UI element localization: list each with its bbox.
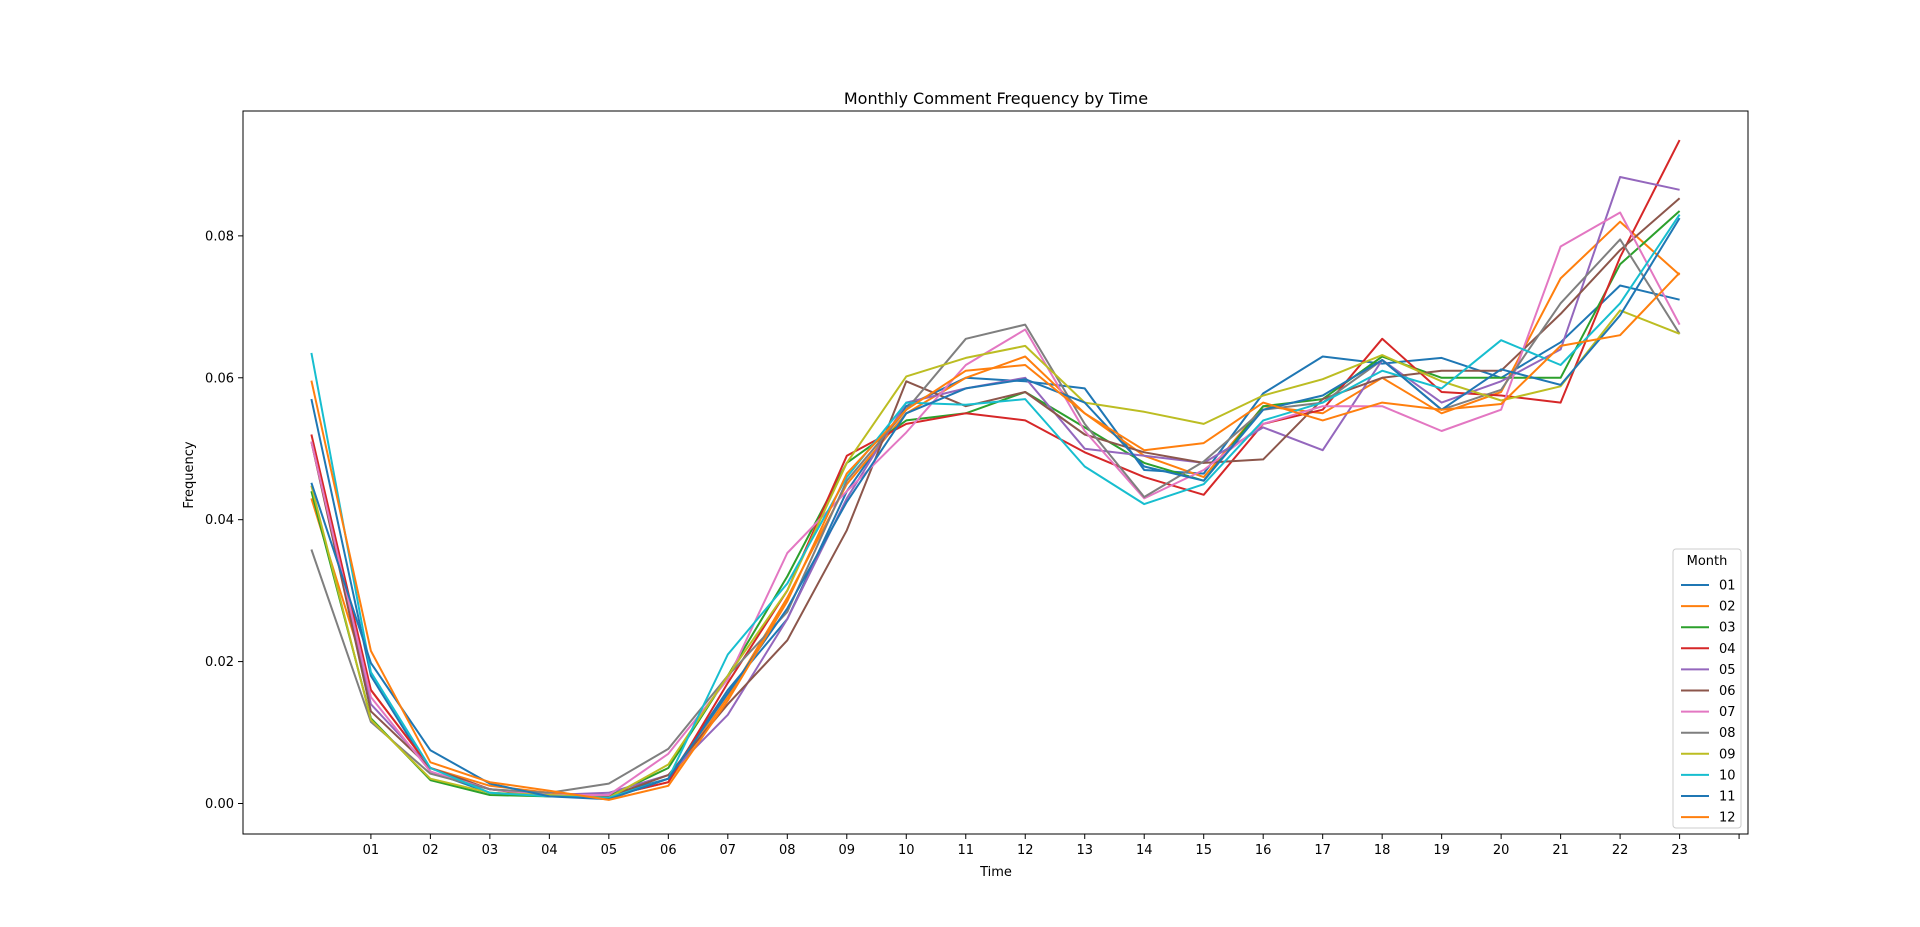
x-tick-label: 04 — [541, 843, 558, 858]
y-axis: 0.00 0.02 0.04 0.06 0.08 — [205, 229, 243, 812]
x-tick-label: 11 — [957, 843, 974, 858]
x-tick-label: 18 — [1374, 843, 1391, 858]
legend-label-07: 07 — [1719, 705, 1736, 720]
x-tick-label: 14 — [1136, 843, 1153, 858]
x-tick-label: 19 — [1433, 843, 1450, 858]
legend-label-09: 09 — [1719, 747, 1736, 762]
x-tick-label: 13 — [1076, 843, 1093, 858]
y-tick-label: 0.02 — [205, 655, 234, 670]
series-line-07 — [310, 211, 1681, 796]
legend-label-05: 05 — [1719, 663, 1736, 678]
legend-label-03: 03 — [1719, 621, 1736, 636]
x-tick-label: 07 — [720, 843, 737, 858]
plot-lines — [310, 139, 1681, 801]
legend-label-10: 10 — [1719, 768, 1736, 783]
series-line-11 — [310, 217, 1681, 801]
legend-label-04: 04 — [1719, 642, 1736, 657]
x-tick-label: 21 — [1552, 843, 1569, 858]
chart-title: Monthly Comment Frequency by Time — [844, 89, 1148, 108]
series-line-06 — [310, 197, 1681, 798]
x-tick-label: 16 — [1255, 843, 1272, 858]
x-axis: 01 02 03 04 05 06 07 08 09 10 11 12 13 14 15 16 17 18 19 20… — [363, 834, 1740, 858]
x-tick-label: 20 — [1493, 843, 1510, 858]
y-tick-label: 0.04 — [205, 513, 234, 528]
x-tick-label: 03 — [482, 843, 499, 858]
series-line-04 — [310, 139, 1681, 798]
x-tick-label: 10 — [898, 843, 915, 858]
legend-label-08: 08 — [1719, 726, 1736, 741]
x-tick-label: 17 — [1314, 843, 1331, 858]
x-tick-label: 15 — [1195, 843, 1212, 858]
y-tick-label: 0.06 — [205, 371, 234, 386]
y-tick-label: 0.08 — [205, 229, 234, 244]
x-tick-label: 12 — [1017, 843, 1034, 858]
y-axis-title: Frequency — [182, 441, 197, 508]
legend-label-06: 06 — [1719, 684, 1736, 699]
x-tick-label: 09 — [839, 843, 856, 858]
x-tick-label: 02 — [422, 843, 439, 858]
series-line-08 — [310, 238, 1681, 794]
legend-label-11: 11 — [1719, 790, 1736, 805]
series-line-05 — [310, 176, 1680, 796]
x-tick-label: 05 — [601, 843, 618, 858]
legend-label-02: 02 — [1719, 600, 1736, 615]
x-tick-label: 08 — [779, 843, 796, 858]
y-tick-label: 0.00 — [205, 797, 234, 812]
x-tick-label: 06 — [660, 843, 677, 858]
series-line-10 — [310, 214, 1681, 799]
legend-entries: 01 02 03 04 05 06 07 08 09 10 11 12 — [1681, 579, 1736, 826]
legend-box — [1672, 548, 1742, 829]
series-line-02 — [310, 220, 1681, 798]
legend-title: Month — [1687, 554, 1728, 569]
legend-label-01: 01 — [1719, 579, 1736, 594]
x-tick-label: 23 — [1671, 843, 1688, 858]
x-tick-label: 01 — [363, 843, 380, 858]
series-line-03 — [310, 210, 1681, 798]
legend: Month 01 02 03 04 05 06 07 08 09 10 11 12 — [1672, 548, 1742, 829]
x-tick-label: 22 — [1612, 843, 1629, 858]
legend-label-12: 12 — [1719, 811, 1736, 826]
x-axis-title: Time — [979, 865, 1012, 880]
plot-frame — [242, 110, 1749, 835]
series-line-12 — [310, 272, 1681, 801]
